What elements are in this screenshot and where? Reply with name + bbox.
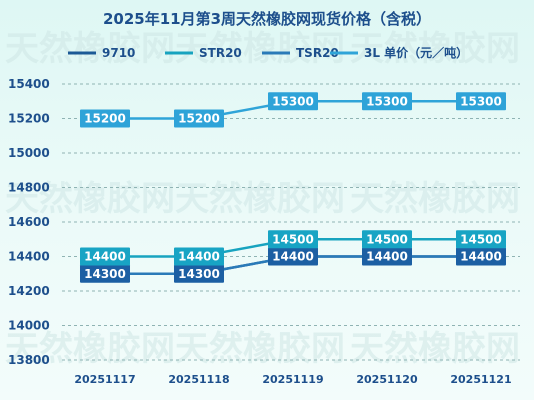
data-label-box <box>362 230 412 249</box>
data-label-text: 15300 <box>272 94 314 108</box>
data-label-text: 14500 <box>460 232 502 246</box>
data-label-text: 14400 <box>84 250 126 264</box>
data-label-text: 14500 <box>366 232 408 246</box>
y-axis-ticks: 13800 14000 14200 14400 14600 14800 15000 15200… <box>8 77 50 367</box>
legend-label-2: TSR20 <box>296 46 339 60</box>
data-label-text: 15300 <box>460 94 502 108</box>
x-tick-label-0: 20251117 <box>74 373 135 386</box>
y-tick-label-7: 15200 <box>8 112 50 126</box>
watermark-text-2: 天然橡胶网 <box>350 29 520 69</box>
data-label-text: 14500 <box>272 232 314 246</box>
x-tick-label-3: 20251120 <box>356 373 418 386</box>
data-label-1-3: 14500 <box>362 230 412 249</box>
legend-label-1: STR20 <box>199 46 242 60</box>
data-label-3-1: 15200 <box>174 109 224 128</box>
watermark-text-5: 天然橡胶网 <box>350 179 520 219</box>
data-label-3-0: 15200 <box>80 109 130 128</box>
watermark-text-4: 天然橡胶网 <box>175 179 345 219</box>
data-label-box <box>362 92 412 111</box>
legend-label-3: 3L 单价（元／吨） <box>364 45 468 60</box>
data-label-text: 14300 <box>84 267 126 281</box>
x-tick-label-4: 20251121 <box>450 373 511 386</box>
data-label-0-4: 14400 <box>456 247 506 266</box>
data-label-text: 15300 <box>366 94 408 108</box>
data-label-box <box>174 247 224 266</box>
data-label-box <box>268 247 318 266</box>
data-label-box <box>80 264 130 283</box>
x-tick-label-1: 20251118 <box>168 373 229 386</box>
watermark-text-3: 天然橡胶网 <box>5 179 175 219</box>
y-tick-label-3: 14400 <box>8 250 50 264</box>
data-label-box <box>456 230 506 249</box>
grid-lines <box>62 83 520 361</box>
data-label-0-3: 14400 <box>362 247 412 266</box>
data-label-1-1: 14400 <box>174 247 224 266</box>
watermark-text-0: 天然橡胶网 <box>5 29 175 69</box>
y-tick-label-1: 14000 <box>8 319 50 333</box>
watermark-text-6: 天然橡胶网 <box>5 329 175 369</box>
y-tick-label-6: 15000 <box>8 146 50 160</box>
legend-label-0: 9710 <box>102 46 135 60</box>
data-label-3-4: 15300 <box>456 92 506 111</box>
y-tick-label-4: 14600 <box>8 215 50 229</box>
data-label-box <box>80 109 130 128</box>
data-label-text: 14400 <box>272 250 314 264</box>
data-label-text: 14400 <box>178 250 220 264</box>
y-tick-label-5: 14800 <box>8 181 50 195</box>
data-label-text: 14400 <box>366 250 408 264</box>
data-label-text: 14300 <box>178 267 220 281</box>
chart-title: 2025年11月第3周天然橡胶网现货价格（含税） <box>103 10 431 28</box>
data-label-box <box>174 109 224 128</box>
data-label-box <box>456 92 506 111</box>
data-label-0-1: 14300 <box>174 264 224 283</box>
x-axis-ticks: 20251117 20251118 20251119 20251120 20251121 <box>74 373 511 386</box>
data-label-box <box>456 247 506 266</box>
data-label-0-2: 14400 <box>268 247 318 266</box>
data-label-text: 14400 <box>460 250 502 264</box>
y-tick-label-8: 15400 <box>8 77 50 91</box>
watermark-text-7: 天然橡胶网 <box>175 329 345 369</box>
data-label-box <box>80 247 130 266</box>
y-tick-label-2: 14200 <box>8 284 50 298</box>
data-label-0-0: 14300 <box>80 264 130 283</box>
data-label-3-3: 15300 <box>362 92 412 111</box>
x-tick-label-2: 20251119 <box>262 373 323 386</box>
data-label-text: 15200 <box>178 112 220 126</box>
data-label-3-2: 15300 <box>268 92 318 111</box>
watermark-text-8: 天然橡胶网 <box>350 329 520 369</box>
data-label-box <box>268 92 318 111</box>
data-label-box <box>362 247 412 266</box>
data-label-1-2: 14500 <box>268 230 318 249</box>
data-label-1-0: 14400 <box>80 247 130 266</box>
y-tick-label-0: 13800 <box>8 353 50 367</box>
data-label-1-4: 14500 <box>456 230 506 249</box>
data-label-text: 15200 <box>84 112 126 126</box>
watermark-text-1: 天然橡胶网 <box>175 29 345 69</box>
data-labels: 14300 14300 14400 14400 14400 14400 14400 14500… <box>80 92 506 283</box>
data-label-box <box>174 264 224 283</box>
chart-legend: 9710 STR20 TSR20 3L 单价（元／吨） <box>68 45 468 60</box>
data-label-box <box>268 230 318 249</box>
